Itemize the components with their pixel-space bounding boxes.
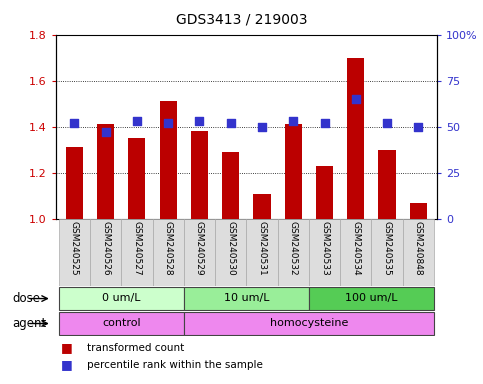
Text: GSM240531: GSM240531 [257,221,267,276]
Bar [184,287,309,310]
Text: 10 um/L: 10 um/L [224,293,269,303]
Bar [90,219,121,286]
Text: control: control [102,318,141,328]
Bar [371,219,403,286]
Bar [58,312,184,335]
Text: GSM240528: GSM240528 [164,221,172,276]
Text: GSM240529: GSM240529 [195,221,204,276]
Point [383,120,391,126]
Bar [246,219,278,286]
Text: GSM240534: GSM240534 [351,221,360,276]
Bar [316,166,333,219]
Point [71,120,78,126]
Text: GSM240533: GSM240533 [320,221,329,276]
Bar [153,219,184,286]
Text: GSM240532: GSM240532 [289,221,298,276]
Bar [58,219,90,286]
Bar [58,287,184,310]
Bar [222,152,239,219]
Bar [97,124,114,219]
Bar [410,203,427,219]
Text: GSM240530: GSM240530 [226,221,235,276]
Bar [284,124,302,219]
Text: GSM240525: GSM240525 [70,221,79,276]
Text: percentile rank within the sample: percentile rank within the sample [87,360,263,370]
Text: 0 um/L: 0 um/L [102,293,141,303]
Bar [254,194,270,219]
Bar [121,219,153,286]
Text: homocysteine: homocysteine [270,318,348,328]
Point [289,118,297,124]
Text: GSM240527: GSM240527 [132,221,142,276]
Point [414,124,422,130]
Text: dose: dose [12,292,40,305]
Point [321,120,328,126]
Text: GSM240848: GSM240848 [414,221,423,276]
Point [133,118,141,124]
Bar [309,219,340,286]
Point [258,124,266,130]
Text: transformed count: transformed count [87,343,184,353]
Bar [347,58,364,219]
Text: agent: agent [12,317,46,330]
Point [102,129,110,135]
Text: GSM240535: GSM240535 [383,221,392,276]
Point [196,118,203,124]
Text: GDS3413 / 219003: GDS3413 / 219003 [176,13,307,27]
Bar [215,219,246,286]
Bar [159,101,177,219]
Text: 100 um/L: 100 um/L [345,293,398,303]
Bar [278,219,309,286]
Bar [66,147,83,219]
Bar [184,312,434,335]
Text: ■: ■ [60,358,72,371]
Bar [340,219,371,286]
Bar [309,287,434,310]
Bar [403,219,434,286]
Bar [128,138,145,219]
Point [227,120,235,126]
Text: ■: ■ [60,341,72,354]
Bar [191,131,208,219]
Point [352,96,360,102]
Text: GSM240526: GSM240526 [101,221,110,276]
Point [164,120,172,126]
Bar [184,219,215,286]
Bar [379,150,396,219]
